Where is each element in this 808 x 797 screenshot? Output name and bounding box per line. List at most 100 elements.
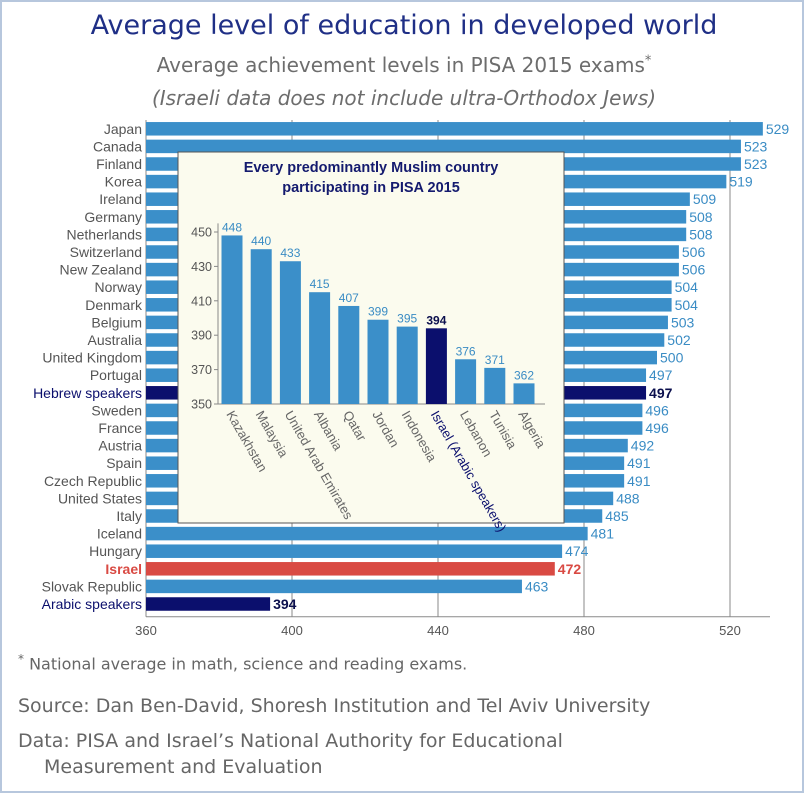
inset-bar-jordan [367,319,389,404]
inset-bar-indonesia [396,326,418,404]
bar-slovak-republic [146,579,522,594]
x-tick-label: 520 [719,623,741,638]
data-label: 519 [729,174,753,190]
data-label: 497 [649,367,673,383]
data-label: 523 [744,138,768,154]
inset-y-tick-label: 350 [191,398,212,412]
category-label: Spain [106,455,142,471]
category-label: New Zealand [60,262,143,278]
inset-bar-algeria [513,383,535,404]
inset-data-label: 371 [485,353,505,367]
category-label: Switzerland [70,244,142,260]
bar-arabic-speakers [146,597,271,611]
x-tick-label: 480 [573,623,595,638]
category-label: Portugal [90,367,142,383]
category-label: Germany [84,209,142,225]
inset-title-line: participating in PISA 2015 [282,180,460,196]
inset-bar-chart: Every predominantly Muslim country partic… [177,151,565,534]
data-label: 504 [675,279,699,295]
inset-bar-united-arab-emirates [279,261,301,404]
data-label: 500 [660,350,684,366]
category-label: United Kingdom [42,350,142,366]
category-label: Ireland [99,191,142,207]
source-line: Source: Dan Ben-David, Shoresh Instituti… [18,695,651,717]
data-label: 491 [627,455,651,471]
data-label: 488 [616,490,640,506]
inset-data-label: 376 [456,344,476,358]
inset-bar-albania [309,292,331,404]
data-label: 485 [605,508,629,524]
inset-data-label: 394 [426,313,446,327]
category-label: Belgium [91,314,142,330]
data-label: 472 [558,561,582,577]
data-label: 497 [649,385,673,401]
category-label: Arabic speakers [42,596,142,612]
data-label: 504 [675,297,699,313]
chart-note: (Israeli data does not include ultra-Ort… [151,86,657,110]
inset-bar-israel-arabic-speakers [425,328,447,404]
data-label: 529 [766,121,790,137]
inset-y-tick-label: 450 [191,226,212,240]
data-label: 508 [689,226,713,242]
bar-hungary [146,544,563,558]
data-source-line-1: Data: PISA and Israel’s National Authori… [18,730,563,752]
inset-data-label: 448 [222,220,242,234]
data-label: 502 [667,332,691,348]
x-tick-label: 440 [427,623,449,638]
bar-canada [146,139,741,154]
bar-israel [146,562,555,576]
inset-bar-kazakhstan [221,235,243,404]
data-label: 474 [565,543,589,559]
inset-title-line: Every predominantly Muslim country [244,160,499,176]
category-label: Denmark [85,297,143,313]
data-label: 481 [591,526,615,542]
category-label: Iceland [97,526,142,542]
category-label: Hungary [89,543,142,559]
category-label: Norway [95,279,142,295]
data-label: 463 [525,578,549,594]
footnote: * National average in math, science and … [18,652,467,673]
footnote-text: National average in math, science and re… [24,654,468,674]
inset-bar-qatar [338,305,360,404]
category-label: Sweden [91,402,142,418]
chart-title: Average level of education in developed … [90,10,718,41]
category-label: Canada [93,138,142,154]
data-label: 394 [273,596,297,612]
category-label: Japan [104,121,142,137]
footnote-mark: * [18,652,24,666]
data-label: 508 [689,209,713,225]
category-label: Czech Republic [44,473,142,489]
data-label: 506 [682,244,706,260]
inset-data-label: 362 [514,368,534,382]
category-label: Australia [88,332,143,348]
inset-bar-lebanon [455,359,477,404]
bar-japan [146,122,763,136]
inset-data-label: 415 [310,277,330,291]
category-label: Netherlands [67,226,143,242]
data-source-line-2: Measurement and Evaluation [44,756,323,778]
inset-y-tick-label: 390 [191,329,212,343]
category-label: United States [58,490,142,506]
data-label: 523 [744,156,768,172]
inset-data-label: 395 [397,312,417,326]
inset-bar-tunisia [484,367,506,404]
inset-data-label: 433 [280,246,300,260]
data-label: 503 [671,314,695,330]
data-label: 496 [645,402,669,418]
subtitle-text: Average achievement levels in PISA 2015 … [156,53,645,77]
category-label: Finland [96,156,142,172]
inset-y-tick-label: 430 [191,260,212,274]
inset-data-label: 440 [251,234,271,248]
chart-subtitle: Average achievement levels in PISA 2015 … [0,53,808,77]
category-label: Hebrew speakers [33,385,142,401]
subtitle-footnote-mark: * [644,53,652,69]
category-label: Korea [105,174,143,190]
data-label: 496 [645,420,669,436]
data-label: 492 [631,438,655,454]
data-label: 506 [682,262,706,278]
inset-data-label: 399 [368,305,388,319]
category-label: France [98,420,142,436]
category-label: Israel [105,561,142,577]
